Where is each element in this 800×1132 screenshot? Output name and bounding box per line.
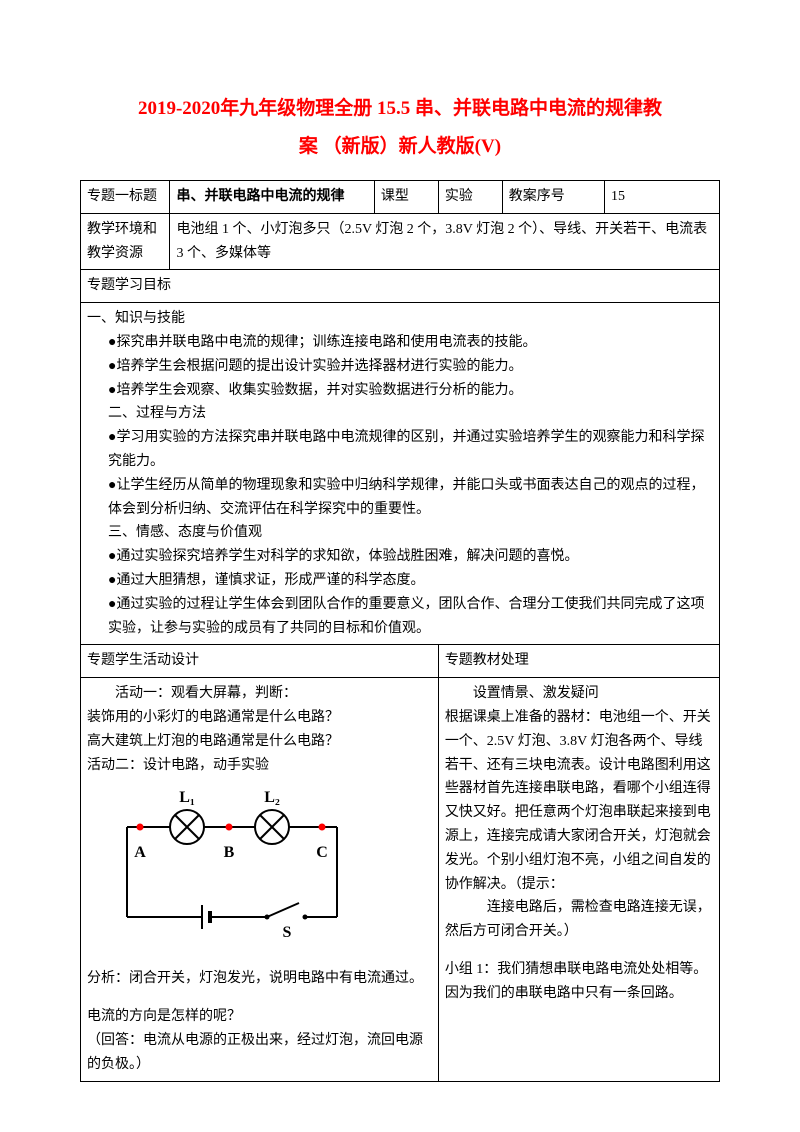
goals-b2: ●培养学生会根据问题的提出设计实验并选择器材进行实验的能力。	[108, 355, 713, 379]
circuit-diagram: L₁ L₂ A B C S	[107, 787, 432, 957]
goals-b7: ●通过大胆猜想，谨慎求证，形成严谨的科学态度。	[108, 569, 713, 593]
activity2-title: 活动二：设计电路，动手实验	[87, 754, 432, 778]
row-goals-body: 一、知识与技能 ●探究串并联电路中电流的规律；训练连接电路和使用电流表的技能。 …	[81, 303, 720, 645]
page-title: 2019-2020年九年级物理全册 15.5 串、并联电路中电流的规律教 案 （…	[80, 90, 720, 166]
goals-h1: 一、知识与技能	[87, 307, 713, 331]
material-p4: 小组 1：我们猜想串联电路电流处处相等。因为我们的串联电路中只有一条回路。	[445, 958, 713, 1006]
row-activity-body: 活动一：观看大屏幕，判断： 装饰用的小彩灯的电路通常是什么电路？ 高大建筑上灯泡…	[81, 678, 720, 1081]
label-material-handling: 专题教材处理	[438, 645, 719, 678]
activity1-title: 活动一：观看大屏幕，判断：	[87, 682, 432, 706]
value-plan-number: 15	[604, 181, 719, 214]
goals-h2: 二、过程与方法	[108, 402, 713, 426]
value-class-type: 实验	[438, 181, 502, 214]
goals-b6: ●通过实验探究培养学生对科学的求知欲，体验战胜困难，解决问题的喜悦。	[108, 545, 713, 569]
activity-answer: （回答：电流从电源的正极出来，经过灯泡，流回电源的负极。）	[87, 1029, 432, 1077]
activity1-q1: 装饰用的小彩灯的电路通常是什么电路？	[87, 706, 432, 730]
material-body: 设置情景、激发疑问 根据课桌上准备的器材：电池组一个、开关一个、2.5V 灯泡、…	[438, 678, 719, 1081]
value-topic: 串、并联电路中电流的规律	[170, 181, 374, 214]
svg-text:A: A	[134, 844, 146, 861]
goals-b4: ●学习用实验的方法探究串并联电路中电流规律的区别，并通过实验培养学生的观察能力和…	[108, 426, 713, 474]
svg-text:L₁: L₁	[179, 789, 195, 806]
material-p3: 连接电路后，需检查电路连接无误，然后方可闭合开关。）	[445, 896, 713, 944]
row-activity-header: 专题学生活动设计 专题教材处理	[81, 645, 720, 678]
activity1-q2: 高大建筑上灯泡的电路通常是什么电路？	[87, 730, 432, 754]
lesson-plan-table: 专题一标题 串、并联电路中电流的规律 课型 实验 教案序号 15 教学环境和教学…	[80, 180, 720, 1082]
material-p2: 根据课桌上准备的器材：电池组一个、开关一个、2.5V 灯泡、3.8V 灯泡各两个…	[445, 706, 713, 896]
goals-h3: 三、情感、态度与价值观	[108, 521, 713, 545]
label-activity-design: 专题学生活动设计	[81, 645, 439, 678]
goals-body: 一、知识与技能 ●探究串并联电路中电流的规律；训练连接电路和使用电流表的技能。 …	[81, 303, 720, 645]
label-plan-number: 教案序号	[502, 181, 604, 214]
activity-analysis: 分析：闭合开关，灯泡发光，说明电路中有电流通过。	[87, 967, 432, 991]
row-topic: 专题一标题 串、并联电路中电流的规律 课型 实验 教案序号 15	[81, 181, 720, 214]
label-goals: 专题学习目标	[81, 270, 720, 303]
title-line-1: 2019-2020年九年级物理全册 15.5 串、并联电路中电流的规律教	[80, 90, 720, 128]
label-topic: 专题一标题	[81, 181, 170, 214]
goals-b3: ●培养学生会观察、收集实验数据，并对实验数据进行分析的能力。	[108, 379, 713, 403]
label-resources: 教学环境和教学资源	[81, 213, 170, 270]
activity-question-direction: 电流的方向是怎样的呢？	[87, 1005, 432, 1029]
svg-text:B: B	[224, 844, 235, 861]
row-resources: 教学环境和教学资源 电池组 1 个、小灯泡多只（2.5V 灯泡 2 个，3.8V…	[81, 213, 720, 270]
material-p1: 设置情景、激发疑问	[445, 682, 713, 706]
row-goals-header: 专题学习目标	[81, 270, 720, 303]
svg-text:S: S	[283, 924, 292, 941]
goals-b8: ●通过实验的过程让学生体会到团队合作的重要意义，团队合作、合理分工使我们共同完成…	[108, 593, 713, 641]
goals-b5: ●让学生经历从简单的物理现象和实验中归纳科学规律，并能口头或书面表达自己的观点的…	[108, 474, 713, 522]
svg-text:L₂: L₂	[264, 789, 280, 806]
goals-b1: ●探究串并联电路中电流的规律；训练连接电路和使用电流表的技能。	[108, 331, 713, 355]
label-class-type: 课型	[374, 181, 438, 214]
svg-text:C: C	[316, 844, 328, 861]
activity-body: 活动一：观看大屏幕，判断： 装饰用的小彩灯的电路通常是什么电路？ 高大建筑上灯泡…	[81, 678, 439, 1081]
title-line-2: 案 （新版）新人教版(V)	[80, 128, 720, 166]
value-resources: 电池组 1 个、小灯泡多只（2.5V 灯泡 2 个，3.8V 灯泡 2 个）、导…	[170, 213, 720, 270]
